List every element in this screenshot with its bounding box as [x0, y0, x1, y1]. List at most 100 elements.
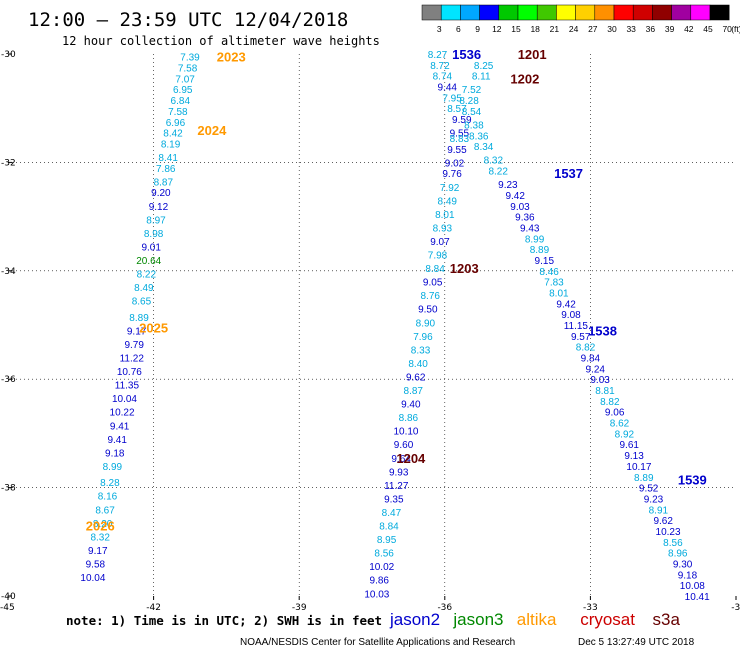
swh-value: 11.22: [120, 354, 145, 365]
swh-value: 9.03: [510, 202, 530, 213]
swh-value: 11.27: [384, 481, 409, 492]
colorbar-label: 3: [437, 24, 442, 34]
swh-value: 7.86: [156, 164, 176, 175]
swh-value: 8.96: [668, 549, 688, 560]
swh-value: 6.84: [171, 96, 191, 107]
swh-value: 7.58: [178, 64, 198, 75]
swh-value: 9.79: [124, 340, 144, 351]
swh-value: 7.92: [440, 183, 460, 194]
swh-value: 8.41: [158, 153, 178, 164]
x-tick-label: -39: [292, 603, 307, 613]
swh-value: 7.83: [544, 278, 564, 289]
colorbar-label: 24: [569, 24, 579, 34]
swh-value: 9.42: [556, 299, 576, 310]
swh-value: 8.42: [163, 129, 183, 140]
colorbar-swatch: [709, 4, 730, 21]
swh-value: 8.34: [474, 142, 494, 153]
swh-value: 8.74: [433, 72, 453, 83]
satellite-s3a: s3a: [653, 610, 681, 629]
swh-value: 8.49: [437, 196, 457, 207]
swh-value: 9.55: [447, 145, 467, 156]
swh-value: 9.41: [107, 435, 127, 446]
swh-value: 9.03: [590, 375, 610, 386]
colorbar-swatch: [671, 4, 692, 21]
x-tick-label: -30: [731, 603, 740, 613]
swh-value: 8.01: [435, 210, 455, 221]
swh-value: 8.90: [416, 318, 436, 329]
swh-value: 7.52: [462, 85, 482, 96]
swh-value: 8.32: [484, 156, 504, 167]
swh-value: 9.24: [586, 364, 606, 375]
swh-value: 9.18: [105, 448, 125, 459]
swh-value: 8.20: [93, 519, 113, 530]
colorbar-label: 45: [703, 24, 713, 34]
swh-value: 8.76: [421, 291, 441, 302]
swh-value: 8.92: [615, 429, 635, 440]
satellite-cryosat: cryosat: [580, 610, 635, 629]
swh-value: 8.16: [98, 492, 118, 503]
swh-value: 11.35: [115, 381, 140, 392]
x-tick-label: -33: [583, 603, 598, 613]
swh-value: 11.15: [564, 321, 589, 332]
swh-value: 8.32: [90, 532, 110, 543]
swh-value: 9.42: [505, 191, 525, 202]
x-tick-label: -45: [0, 603, 15, 613]
swh-value: 9.23: [644, 494, 664, 505]
data-marks: 7.397.587.076.956.847.586.968.428.198.41…: [80, 50, 710, 603]
swh-value: 9.01: [141, 242, 161, 253]
swh-value: 8.97: [146, 215, 166, 226]
swh-value: 9.86: [370, 576, 390, 587]
swh-value: 9.06: [605, 408, 625, 419]
swh-value: 9.17: [127, 326, 147, 337]
swh-value: 8.99: [103, 462, 123, 473]
swh-value: 8.56: [374, 549, 394, 560]
colorbar-label: 70: [722, 24, 732, 34]
swh-value: 8.87: [404, 386, 424, 397]
swh-value: 8.89: [530, 245, 550, 256]
swh-value: 8.91: [649, 505, 669, 516]
swh-value: 9.93: [389, 467, 409, 478]
swh-value: 9.55: [450, 129, 470, 140]
swh-value: 9.60: [394, 440, 414, 451]
swh-value: 9.43: [520, 223, 540, 234]
swh-value: 9.13: [624, 451, 644, 462]
swh-value: 10.04: [80, 573, 105, 584]
swh-value: 8.56: [663, 538, 683, 549]
colorbar-label: 18: [530, 24, 540, 34]
swh-value: 8.83: [450, 134, 470, 145]
swh-value: 8.47: [382, 508, 402, 519]
swh-value: 8.82: [600, 397, 620, 408]
swh-value: 9.35: [384, 494, 404, 505]
swh-value: 9.23: [498, 180, 518, 191]
colorbar-label: 9: [475, 24, 480, 34]
chart-title: 12:00 — 23:59 UTC 12/04/2018: [28, 9, 348, 31]
swh-value: 10.23: [656, 527, 681, 538]
pass-number-label: 1536: [452, 47, 481, 62]
axes: -45 -42 -39 -36 -33 -30 -30 -32 -34 -36 -38 -40: [0, 50, 740, 613]
swh-value: 10.76: [117, 367, 142, 378]
colorbar-label: 15: [511, 24, 521, 34]
swh-value: 9.52: [639, 484, 659, 495]
swh-value: 9.02: [445, 158, 465, 169]
swh-value: 7.07: [175, 74, 195, 85]
pass-number-label: 1538: [588, 323, 617, 338]
swh-value: 8.22: [488, 167, 508, 178]
swh-value: 9.20: [151, 188, 171, 199]
pass-labels: 2023 2024 2025 2026 1536 1201 1202 1537 1203 1538…: [86, 47, 707, 534]
swh-value: 8.36: [469, 131, 489, 142]
pass-number-label: 1203: [450, 261, 479, 276]
swh-value: 9.05: [423, 278, 443, 289]
swh-value: 8.84: [379, 522, 399, 533]
swh-value: 8.38: [464, 120, 484, 131]
pass-number-label: 1539: [678, 472, 707, 487]
swh-value: 10.17: [626, 462, 651, 473]
swh-value: 9.58: [86, 559, 106, 570]
swh-value: 8.25: [474, 61, 494, 72]
swh-value: 9.57: [571, 332, 591, 343]
grid: [8, 54, 736, 596]
swh-value: 10.22: [110, 408, 135, 419]
swh-value: 8.89: [129, 313, 149, 324]
colorbar-label: 39: [665, 24, 675, 34]
